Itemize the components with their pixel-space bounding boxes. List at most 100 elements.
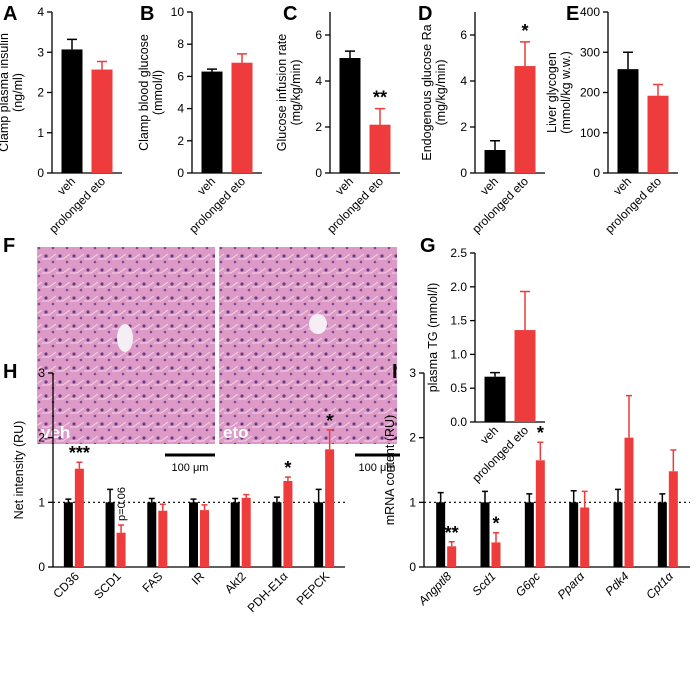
bar <box>231 62 253 174</box>
error-bar <box>490 371 500 377</box>
bar <box>535 460 545 567</box>
error-bar <box>237 53 247 63</box>
bar <box>230 502 240 567</box>
panel-letter: A <box>3 3 17 25</box>
y-axis-label: Clamp blood glucose <box>137 34 151 151</box>
y-tick-label: 6 <box>315 28 322 42</box>
error-bar <box>623 51 633 70</box>
bar <box>484 150 506 173</box>
bar <box>524 502 534 567</box>
x-tick-label: veh <box>333 174 357 198</box>
error-bar <box>626 394 632 438</box>
bar <box>613 502 623 567</box>
y-axis-label: plasma TG (mmol/l) <box>426 283 440 393</box>
vein <box>309 314 327 334</box>
error-bar <box>375 107 385 125</box>
x-tick-label: veh <box>55 174 79 198</box>
error-bar <box>659 493 666 503</box>
error-bar <box>207 68 217 72</box>
error-bar <box>107 488 114 503</box>
x-tick-label: veh <box>478 174 502 198</box>
bar <box>147 502 157 567</box>
y-tick-label: 0 <box>177 166 184 180</box>
error-bar <box>97 60 107 70</box>
bar <box>436 502 446 567</box>
error-bar <box>190 498 197 503</box>
panel-letter: D <box>418 3 432 25</box>
y-tick-label: 8 <box>177 37 184 51</box>
x-tick-label: prolonged eto <box>186 174 248 236</box>
panel-letter: B <box>140 3 154 25</box>
error-bar <box>148 497 155 503</box>
x-tick-label: Pparα <box>555 568 588 601</box>
y-tick-label: 4 <box>315 74 322 88</box>
error-bar <box>118 524 125 533</box>
y-tick-label: 2.0 <box>450 280 467 294</box>
x-tick-label: veh <box>611 174 635 198</box>
bar <box>201 71 223 173</box>
bar <box>314 502 324 567</box>
panel-letter: E <box>566 3 579 25</box>
significance: * <box>284 458 291 478</box>
significance: * <box>492 514 499 534</box>
bar <box>74 468 84 567</box>
x-tick-label: veh <box>195 174 219 198</box>
error-bar <box>284 476 291 481</box>
error-bar <box>315 488 322 503</box>
y-axis-label: Liver glycogen <box>545 52 559 133</box>
bar <box>624 437 634 567</box>
y-axis-label: Endogenous glucose Ra <box>420 24 434 160</box>
y-tick-label: 0 <box>593 166 600 180</box>
vein <box>117 324 133 352</box>
x-tick-label: CD36 <box>50 569 82 601</box>
bar <box>647 95 669 173</box>
significance: ** <box>445 523 459 543</box>
error-bar <box>65 498 72 503</box>
error-bar <box>159 503 166 511</box>
error-bar <box>520 41 530 67</box>
y-tick-label: 3 <box>37 45 44 59</box>
significance: *** <box>69 443 90 463</box>
error-bar <box>482 490 488 503</box>
y-axis-label: mRNA content (RU) <box>383 415 397 525</box>
x-tick-label: G6pc <box>513 569 543 599</box>
bar <box>339 58 361 173</box>
y-tick-label: 2 <box>409 431 416 445</box>
panel-letter: I <box>392 361 398 383</box>
significance: * <box>521 21 528 41</box>
error-bar <box>653 83 663 96</box>
panel-letter: G <box>420 235 436 257</box>
y-axis-label: (mg/kg/min) <box>289 60 303 126</box>
error-bar <box>345 50 355 58</box>
y-tick-label: 1.5 <box>450 314 467 328</box>
error-bar <box>243 493 250 498</box>
y-tick-label: 0 <box>315 166 322 180</box>
x-tick-label: prolonged eto <box>46 174 108 236</box>
panel-letter: H <box>3 361 17 383</box>
x-tick-label: prolonged eto <box>324 174 386 236</box>
y-tick-label: 6 <box>460 28 467 42</box>
y-axis-label: Net intensity (RU) <box>12 421 26 520</box>
error-bar <box>232 497 239 503</box>
error-bar <box>448 541 455 547</box>
y-tick-label: 0.5 <box>450 381 467 395</box>
bar <box>369 124 391 173</box>
y-tick-label: 4 <box>37 5 44 19</box>
y-tick-label: 10 <box>171 5 185 19</box>
x-tick-label: Akt2 <box>222 569 249 596</box>
histology-image <box>219 247 397 444</box>
bar <box>514 330 536 422</box>
error-bar <box>570 489 577 503</box>
bar <box>283 480 293 567</box>
y-tick-label: 0 <box>37 166 44 180</box>
y-tick-label: 2 <box>177 134 184 148</box>
y-tick-label: 2 <box>37 86 44 100</box>
panel-letter: C <box>283 3 297 25</box>
bar <box>91 69 113 173</box>
y-tick-label: 3 <box>409 366 416 380</box>
bar <box>63 502 73 567</box>
y-tick-label: 4 <box>177 102 184 116</box>
y-tick-label: 0 <box>460 166 467 180</box>
y-tick-label: 2 <box>460 120 467 134</box>
error-bar <box>490 140 500 150</box>
